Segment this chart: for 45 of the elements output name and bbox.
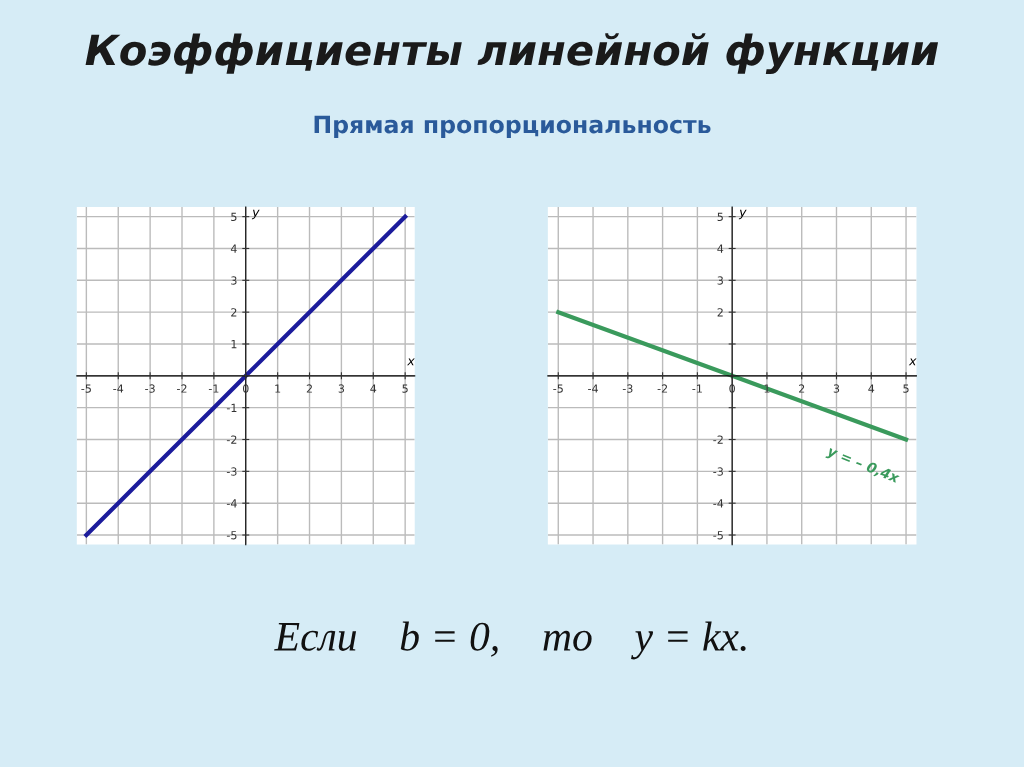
x-tick-label: 2: [306, 384, 312, 393]
x-tick-label: 2: [798, 384, 805, 393]
y-tick-label: 4: [717, 244, 724, 253]
x-tick-label: 3: [338, 384, 345, 393]
y-tick-label: 3: [231, 276, 237, 285]
annotation: y = – 0,4x: [825, 445, 901, 487]
y-axis-title: y: [251, 209, 260, 220]
y-tick-label: -5: [226, 531, 237, 540]
x-tick-label: 4: [868, 384, 875, 393]
y-tick-label: -2: [226, 435, 237, 444]
x-tick-label: 3: [833, 384, 840, 393]
text: Коэффициенты линейной функции: [85, 33, 939, 75]
x-tick-label: -2: [177, 384, 187, 393]
y-tick-label: -4: [713, 499, 724, 508]
x-tick-label: 1: [275, 384, 281, 393]
x-tick-label: 5: [903, 384, 909, 393]
text: Прямая пропорциональность: [314, 115, 711, 138]
x-axis-title: x: [908, 358, 917, 366]
y-tick-label: -1: [226, 403, 237, 412]
x-tick-label: -5: [553, 384, 563, 393]
y-tick-label: -3: [713, 467, 723, 476]
x-tick-label: -4: [588, 384, 598, 393]
y-tick-label: -5: [713, 531, 723, 540]
y-tick-label: 1: [231, 340, 237, 349]
y-tick-label: 5: [717, 212, 723, 222]
x-tick-label: -3: [145, 384, 155, 393]
x-tick-label: -2: [657, 384, 668, 393]
y-axis-title: y: [738, 209, 747, 220]
y-tick-label: -2: [713, 435, 723, 444]
x-tick-label: -3: [622, 384, 633, 393]
x-tick-label: -4: [113, 384, 124, 393]
y-tick-label: 3: [717, 276, 723, 285]
x-tick-label: 5: [402, 384, 408, 393]
y-tick-label: -4: [226, 499, 237, 508]
y-tick-label: 4: [230, 244, 237, 253]
x-axis-title: x: [407, 358, 415, 366]
x-tick-label: -1: [208, 384, 219, 393]
y-tick-label: 2: [717, 308, 723, 317]
y-tick-label: 2: [231, 308, 237, 317]
y-tick-label: -3: [226, 467, 237, 476]
text: Если b = 0, то y = kx.: [274, 621, 746, 660]
y-tick-label: 5: [231, 212, 237, 222]
x-tick-label: -5: [81, 384, 91, 393]
x-tick-label: 4: [370, 384, 377, 393]
x-tick-label: -1: [692, 384, 702, 393]
